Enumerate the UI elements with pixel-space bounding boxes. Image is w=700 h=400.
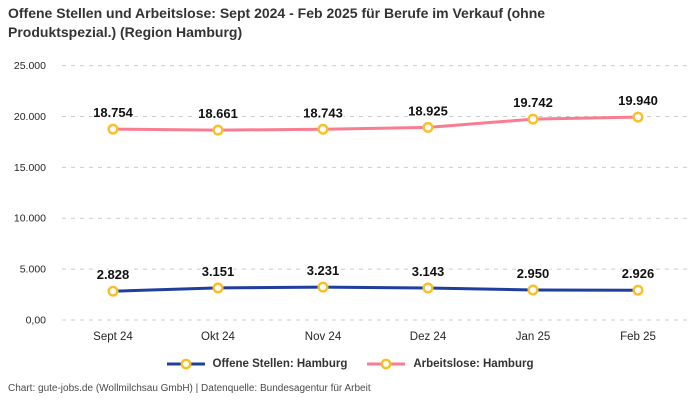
data-point-label: 18.925	[408, 103, 448, 118]
data-point-marker[interactable]	[317, 281, 329, 293]
x-axis-tick-label: Nov 24	[305, 331, 342, 343]
data-point-marker[interactable]	[422, 121, 434, 133]
x-axis-tick-label: Feb 25	[620, 331, 656, 343]
legend-label-arbeitslose: Arbeitslose: Hamburg	[413, 358, 534, 370]
data-point-marker[interactable]	[317, 123, 329, 135]
data-point-label: 3.151	[202, 264, 235, 279]
chart-title: Offene Stellen und Arbeitslose: Sept 202…	[8, 5, 546, 40]
x-axis-tick-label: Okt 24	[201, 331, 235, 343]
data-point-label: 18.743	[303, 105, 343, 120]
y-axis-tick-label: 25.000	[14, 60, 46, 72]
legend-line-marker-icon	[166, 358, 205, 370]
attribution-source-note: Chart: gute-jobs.de (Wollmilchsau GmbH) …	[8, 383, 371, 394]
y-axis-tick-label: 15.000	[14, 162, 46, 174]
data-point-label: 18.754	[93, 105, 134, 120]
y-axis-tick-label: 5.000	[20, 264, 46, 276]
data-point-label: 2.926	[622, 266, 655, 281]
data-point-marker[interactable]	[527, 284, 539, 296]
data-point-marker[interactable]	[527, 113, 539, 125]
data-point-label: 3.231	[307, 263, 340, 278]
data-point-label: 18.661	[198, 106, 238, 121]
series-line	[112, 285, 639, 293]
series-line	[112, 115, 639, 132]
data-point-marker[interactable]	[632, 111, 644, 123]
x-axis-tick-label: Sept 24	[93, 331, 133, 343]
y-axis-tick-label: 0,00	[26, 315, 47, 327]
data-point-marker[interactable]	[212, 124, 224, 136]
data-point-label: 2.828	[97, 267, 130, 282]
legend-item-offene-stellen: Offene Stellen: Hamburg	[166, 358, 348, 370]
data-point-marker[interactable]	[212, 282, 224, 294]
data-point-marker[interactable]	[632, 284, 644, 296]
x-axis-tick-label: Dez 24	[410, 331, 447, 343]
legend: Offene Stellen: Hamburg Arbeitslose: Ham…	[0, 358, 700, 370]
y-axis-tick-label: 20.000	[14, 111, 46, 123]
y-axis-tick-label: 10.000	[14, 213, 46, 225]
line-chart-canvas[interactable]: 25.000 20.000 15.000 10.000 5.000 0,00 Sept 24…	[0, 55, 700, 345]
x-axis-tick-label: Jan 25	[516, 331, 551, 343]
legend-line-marker-icon	[367, 358, 406, 370]
data-point-label: 19.940	[618, 93, 658, 108]
data-point-label: 2.950	[517, 266, 550, 281]
data-point-label: 19.742	[513, 95, 553, 110]
data-point-marker[interactable]	[107, 123, 119, 135]
data-point-marker[interactable]	[107, 285, 119, 297]
legend-label-offene-stellen: Offene Stellen: Hamburg	[212, 358, 348, 370]
data-point-label: 3.143	[412, 264, 445, 279]
data-point-marker[interactable]	[422, 282, 434, 294]
legend-item-arbeitslose: Arbeitslose: Hamburg	[367, 358, 533, 370]
